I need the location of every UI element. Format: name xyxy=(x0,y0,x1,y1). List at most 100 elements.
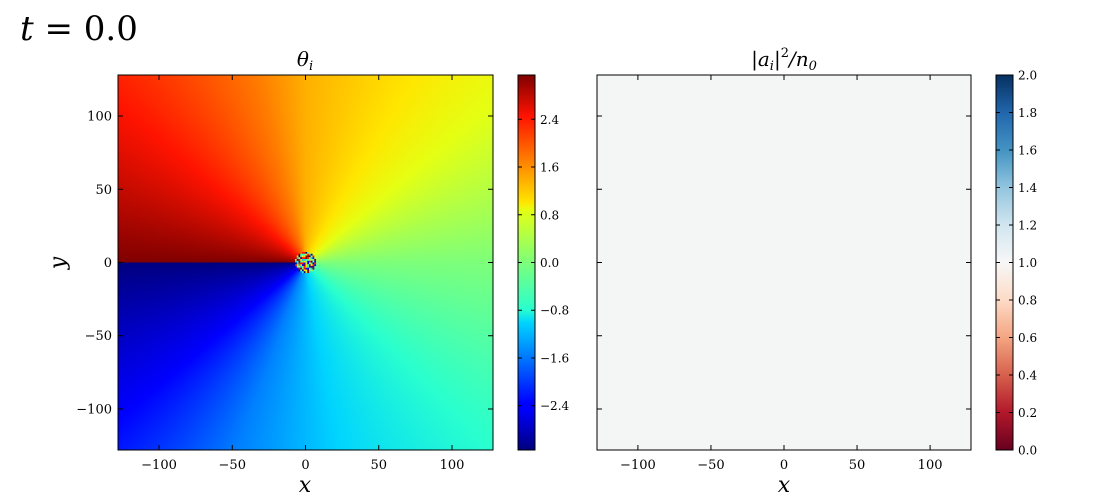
vortex-core-cell xyxy=(309,267,311,270)
vortex-core-cell xyxy=(307,267,310,270)
vortex-core-cell xyxy=(312,266,315,268)
vortex-core-cell xyxy=(302,271,304,274)
density-colorbar: 2.0 1.8 1.6 1.4 1.2 1.0 0.8 0.6 0.4 0.2 0.0 xyxy=(995,69,1037,458)
x-tick-label: 50 xyxy=(370,458,387,473)
vortex-core-cell xyxy=(302,266,304,268)
x-tick-label: 0 xyxy=(780,458,788,473)
vortex-core-cell xyxy=(307,252,310,254)
vortex-core-cell xyxy=(309,255,311,258)
density-axis-ticks: −100 −50 0 50 100 xyxy=(597,75,971,473)
vortex-core-cell xyxy=(302,253,304,256)
vortex-core-cell xyxy=(305,257,308,260)
vortex-core-cell xyxy=(307,255,310,258)
phase-panel-title: θi xyxy=(297,47,313,74)
x-tick-label: −50 xyxy=(697,458,724,473)
vortex-core-cell xyxy=(298,255,301,258)
vortex-core-cell xyxy=(305,266,308,268)
vortex-core-cell xyxy=(298,260,301,263)
vortex-core-cell xyxy=(309,257,311,260)
colorbar-tick-label: 2.0 xyxy=(1018,69,1037,83)
vortex-core-cell xyxy=(302,260,304,263)
vortex-core-cell xyxy=(305,269,308,272)
vortex-core-cell xyxy=(305,260,308,263)
vortex-core-cell xyxy=(303,260,306,263)
y-tick-label: 100 xyxy=(87,110,112,125)
vortex-core-cell xyxy=(298,264,301,267)
vortex-core-cell xyxy=(314,259,317,261)
vortex-core-cell xyxy=(302,257,304,260)
vortex-core-cell xyxy=(312,259,315,261)
vortex-core-cell xyxy=(309,262,311,265)
vortex-core-cell xyxy=(295,259,297,261)
vortex-core-cell xyxy=(298,267,301,270)
figure-title: t = 0.0 xyxy=(20,9,138,49)
vortex-core-cell xyxy=(302,259,304,261)
vortex-core-cell xyxy=(296,264,299,267)
vortex-core-cell xyxy=(296,259,299,261)
y-tick-label: −50 xyxy=(85,329,112,344)
colorbar-tick-label: 0.0 xyxy=(1018,444,1037,458)
vortex-core-cell xyxy=(300,260,303,263)
vortex-core-cell xyxy=(309,259,311,261)
vortex-core-cell xyxy=(300,269,303,272)
vortex-core-cell xyxy=(300,266,303,268)
colorbar-tick-label: 0.8 xyxy=(1018,294,1037,308)
vortex-core-cell xyxy=(309,266,311,268)
vortex-core-cell xyxy=(310,259,313,261)
x-tick-label: 100 xyxy=(918,458,943,473)
vortex-core-cell xyxy=(307,269,310,272)
vortex-core-cell xyxy=(300,264,303,267)
colorbar-tick-label: 0.0 xyxy=(540,256,559,270)
vortex-core-cell xyxy=(310,267,313,270)
phase-y-label: y xyxy=(46,256,71,270)
vortex-core-cell xyxy=(305,267,308,270)
vortex-core-cell xyxy=(309,253,311,256)
colorbar-tick-label: 0.2 xyxy=(1018,406,1037,420)
vortex-core-cell xyxy=(309,260,311,263)
vortex-core-cell xyxy=(305,264,308,267)
vortex-core-cell xyxy=(310,264,313,267)
vortex-core-cell xyxy=(314,260,317,263)
vortex-core-cell xyxy=(303,255,306,258)
vortex-core-cell xyxy=(307,259,310,261)
vortex-core-cell xyxy=(303,264,306,267)
vortex-core xyxy=(295,252,317,274)
vortex-core-cell xyxy=(300,257,303,260)
vortex-core-cell xyxy=(309,269,311,272)
vortex-core-cell xyxy=(303,267,306,270)
y-tick-label: −100 xyxy=(76,402,112,417)
colorbar-tick-label: 0.4 xyxy=(1018,369,1037,383)
x-tick-label: −100 xyxy=(620,458,656,473)
colorbar-tick-label: −2.4 xyxy=(540,399,570,413)
vortex-core-cell xyxy=(303,259,306,261)
vortex-core-cell xyxy=(310,269,313,272)
vortex-core-cell xyxy=(314,264,317,267)
density-colorbar-ticks: 2.0 1.8 1.6 1.4 1.2 1.0 0.8 0.6 0.4 0.2 0.0 xyxy=(996,69,1037,458)
vortex-core-cell xyxy=(310,266,313,268)
vortex-core-cell xyxy=(298,262,301,265)
x-tick-label: −50 xyxy=(219,458,246,473)
colorbar-tick-label: 0.6 xyxy=(1018,331,1037,345)
vortex-core-cell xyxy=(300,259,303,261)
vortex-core-cell xyxy=(296,260,299,263)
vortex-core-cell xyxy=(298,266,301,268)
y-tick-label: 50 xyxy=(95,183,112,198)
vortex-core-cell xyxy=(302,255,304,258)
vortex-core-cell xyxy=(307,266,310,268)
vortex-core-cell xyxy=(307,257,310,260)
y-tick-label: 0 xyxy=(104,256,112,271)
phase-x-label: x xyxy=(299,473,312,498)
colorbar-tick-label: 2.4 xyxy=(540,113,559,127)
vortex-core-cell xyxy=(310,260,313,263)
vortex-core-cell xyxy=(305,253,308,256)
vortex-core-cell xyxy=(312,267,315,270)
vortex-core-cell xyxy=(296,257,299,260)
vortex-core-cell xyxy=(310,255,313,258)
vortex-core-cell xyxy=(314,262,317,265)
vortex-core-cell xyxy=(302,267,304,270)
x-tick-label: −100 xyxy=(141,458,177,473)
vortex-core-cell xyxy=(302,264,304,267)
vortex-core-cell xyxy=(305,259,308,261)
vortex-core-cell xyxy=(307,271,310,274)
